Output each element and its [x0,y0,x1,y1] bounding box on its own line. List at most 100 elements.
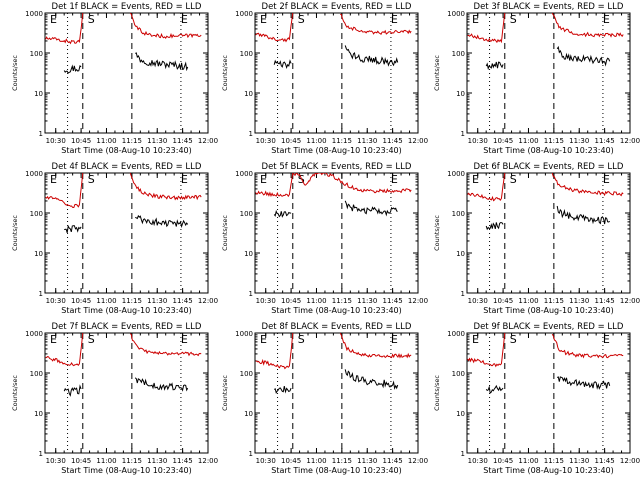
x-tick-label: 11:00 [306,297,326,305]
x-tick-label: 12:00 [408,297,428,305]
panel-title: Det 4f BLACK = Events, RED = LLD [52,162,202,172]
y-tick-label: 1 [249,450,253,458]
x-axis-label: Start Time (08-Aug-10 10:23:40) [271,306,402,315]
x-tick-label: 11:15 [122,297,142,305]
eclipse-end-label: E [181,173,188,186]
x-tick-label: 10:30 [256,297,276,305]
plot-frame [254,332,419,454]
y-tick-label: 100 [30,210,43,218]
detector-panel: Det 9f BLACK = Events, RED = LLD 1 10 100 10… [433,322,640,475]
eclipse-start-label: E [472,13,479,26]
events-series-line [344,45,399,67]
x-tick-label: 10:30 [468,457,488,465]
x-tick-label: 12:00 [620,137,640,145]
y-axis-label: Counts/sec [221,55,229,91]
events-series-line [556,45,611,67]
events-series-line [64,224,82,233]
lld-series-line [129,333,202,357]
x-tick-label: 12:00 [620,457,640,465]
events-series-line [273,209,292,218]
x-tick-label: 10:45 [71,297,91,305]
lld-series-line [551,173,624,197]
plot-area [467,13,624,71]
panel-title: Det 3f BLACK = Events, RED = LLD [474,2,624,12]
y-tick-label: 10 [456,250,465,258]
y-axis-label: Counts/sec [221,215,229,251]
panel-title: Det 5f BLACK = Events, RED = LLD [262,162,412,172]
detector-panel: Det 8f BLACK = Events, RED = LLD 1 10 100 10… [221,322,428,475]
eclipse-start-label: E [50,13,57,26]
x-tick-label: 11:45 [173,297,193,305]
eclipse-end-label: E [603,333,610,346]
y-tick-label: 10 [456,410,465,418]
eclipse-start-label: E [472,173,479,186]
x-tick-label: 11:15 [122,137,142,145]
x-tick-label: 11:00 [96,297,116,305]
x-tick-label: 11:45 [383,137,403,145]
eclipse-start-label: E [472,333,479,346]
x-tick-label: 11:30 [569,297,589,305]
x-tick-label: 11:15 [332,297,352,305]
lld-series-line [467,13,506,44]
x-tick-label: 10:30 [46,137,66,145]
events-series-line [134,52,189,72]
y-tick-label: 1000 [447,170,465,178]
x-tick-label: 11:00 [518,457,538,465]
y-tick-label: 1 [461,450,465,458]
y-tick-label: 10 [34,90,43,98]
x-tick-label: 12:00 [198,457,218,465]
x-tick-label: 11:15 [332,457,352,465]
y-tick-label: 100 [240,50,253,58]
x-axis-label: Start Time (08-Aug-10 10:23:40) [61,466,192,475]
y-axis-label: Counts/sec [433,375,441,411]
y-axis-label: Counts/sec [433,55,441,91]
panel-title: Det 1f BLACK = Events, RED = LLD [52,2,202,12]
events-series-line [556,376,611,390]
events-series-line [485,221,504,231]
x-tick-label: 11:00 [96,457,116,465]
eclipse-start-label: E [260,173,267,186]
eclipse-end-label: E [603,13,610,26]
x-tick-label: 11:45 [595,137,615,145]
x-tick-label: 11:45 [383,457,403,465]
x-tick-label: 12:00 [198,137,218,145]
x-tick-label: 11:15 [332,137,352,145]
y-tick-label: 1000 [235,170,253,178]
events-series-line [63,64,82,74]
lld-series-line [551,13,624,38]
x-tick-label: 11:45 [173,457,193,465]
x-axis-label: Start Time (08-Aug-10 10:23:40) [61,146,192,155]
lld-series-line [467,333,506,368]
x-tick-label: 10:45 [281,297,301,305]
events-series-line [135,214,189,229]
events-series-line [134,377,189,392]
y-tick-label: 1000 [25,170,43,178]
x-tick-label: 10:45 [493,137,513,145]
x-tick-label: 10:30 [46,457,66,465]
lld-series-line [340,13,412,35]
y-tick-label: 1000 [235,330,253,338]
x-tick-label: 12:00 [408,457,428,465]
lld-series-line [45,333,84,367]
y-tick-label: 1 [249,290,253,298]
x-tick-label: 11:30 [569,137,589,145]
lld-series-line [467,173,506,202]
x-tick-label: 10:45 [493,457,513,465]
y-tick-label: 100 [30,370,43,378]
x-tick-label: 11:15 [122,457,142,465]
y-axis-label: Counts/sec [11,215,19,251]
x-tick-label: 11:15 [544,297,564,305]
detector-panel: Det 1f BLACK = Events, RED = LLD 1 10 100 10… [11,2,218,155]
x-tick-label: 11:45 [173,137,193,145]
plot-frame [466,12,631,134]
detector-panel: Det 7f BLACK = Events, RED = LLD 1 10 100 10… [11,322,218,475]
saa-label: S [298,173,305,186]
x-tick-label: 11:30 [357,137,377,145]
x-axis-label: Start Time (08-Aug-10 10:23:40) [483,306,614,315]
saa-label: S [298,13,305,26]
y-tick-label: 1 [39,450,43,458]
y-tick-label: 100 [240,210,253,218]
plot-area [255,173,412,218]
detector-panel: Det 2f BLACK = Events, RED = LLD 1 10 100 10… [221,2,428,155]
